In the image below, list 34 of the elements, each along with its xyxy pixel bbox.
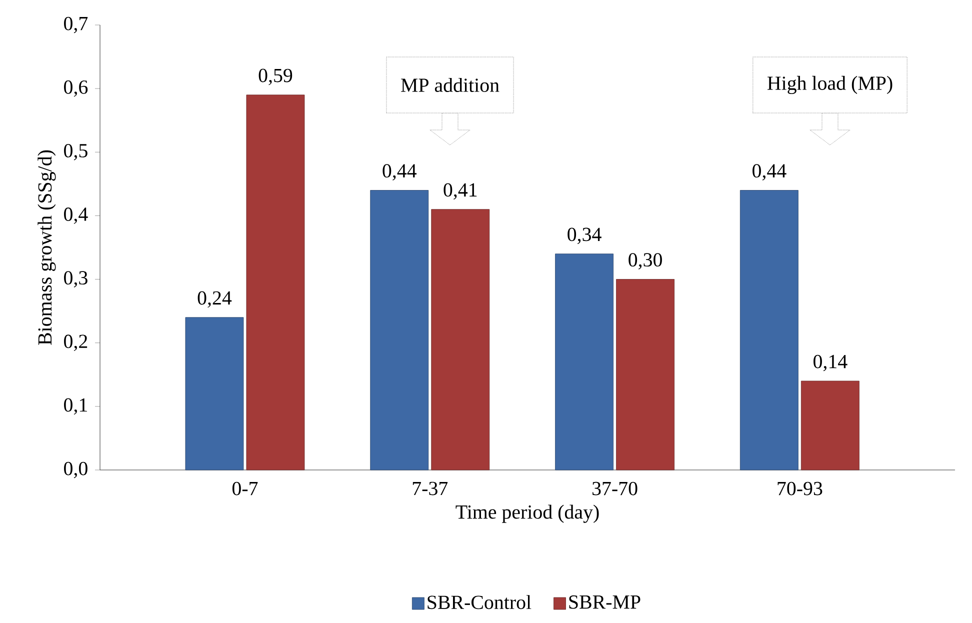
legend-label: SBR-Control bbox=[428, 595, 532, 610]
y-axis-title: Biomass growth (SSg/d) bbox=[38, 150, 56, 345]
x-axis-title: Time period (day) bbox=[456, 504, 599, 523]
data-label: 0,44 bbox=[752, 164, 786, 180]
bar bbox=[431, 209, 490, 470]
y-tick-label: 0,6 bbox=[64, 80, 88, 97]
y-tick-label: 0,2 bbox=[64, 334, 88, 351]
bar bbox=[246, 94, 305, 470]
bar bbox=[616, 279, 674, 470]
legend-label: SBR-MP bbox=[569, 595, 640, 609]
bar bbox=[555, 254, 614, 470]
data-label: 0,44 bbox=[382, 164, 417, 180]
data-label: 0,14 bbox=[814, 354, 848, 372]
annotation: MP addition bbox=[401, 78, 500, 92]
bar bbox=[185, 317, 244, 470]
bar bbox=[740, 190, 798, 470]
x-tick-label: 7-37 bbox=[412, 482, 448, 496]
y-tick-label: 0,4 bbox=[64, 208, 88, 224]
annotation: High load (MP) bbox=[767, 76, 892, 94]
data-label: 0,59 bbox=[258, 68, 292, 86]
y-tick-label: 0,0 bbox=[64, 462, 88, 478]
data-label: 0,24 bbox=[198, 291, 232, 308]
x-tick-label: 0-7 bbox=[232, 482, 258, 496]
bar bbox=[800, 380, 860, 470]
x-tick-label: 70-93 bbox=[778, 482, 822, 496]
y-tick-label: 0,3 bbox=[64, 271, 88, 288]
x-tick-label: 37-70 bbox=[592, 482, 638, 496]
y-tick-label: 0,1 bbox=[64, 398, 87, 415]
data-label: 0,30 bbox=[628, 253, 662, 270]
y-tick-label: 0,7 bbox=[64, 16, 88, 34]
data-label: 0,34 bbox=[568, 228, 602, 244]
y-tick-label: 0,5 bbox=[64, 144, 88, 160]
bar bbox=[370, 190, 429, 470]
data-label: 0,41 bbox=[444, 183, 477, 200]
